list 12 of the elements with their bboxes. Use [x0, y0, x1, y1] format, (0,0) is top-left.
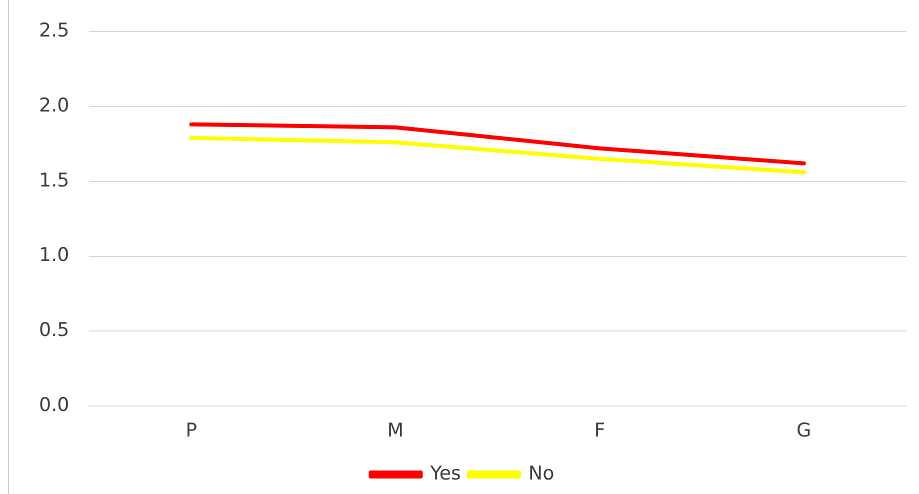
x-tick-label: M [387, 420, 404, 442]
x-tick-label: G [796, 420, 812, 442]
x-tick-label: F [594, 420, 606, 442]
y-tick-label: 2.5 [39, 19, 70, 42]
legend-label: No [528, 462, 554, 484]
x-tick-label: P [186, 420, 198, 442]
y-tick-label: 1.0 [39, 244, 70, 266]
y-tick-label: 1.5 [39, 169, 70, 192]
y-tick-label: 2.0 [39, 94, 70, 116]
y-tick-label: 0.0 [39, 394, 70, 416]
legend-label: Yes [429, 462, 461, 484]
y-tick-label: 0.5 [39, 319, 70, 342]
